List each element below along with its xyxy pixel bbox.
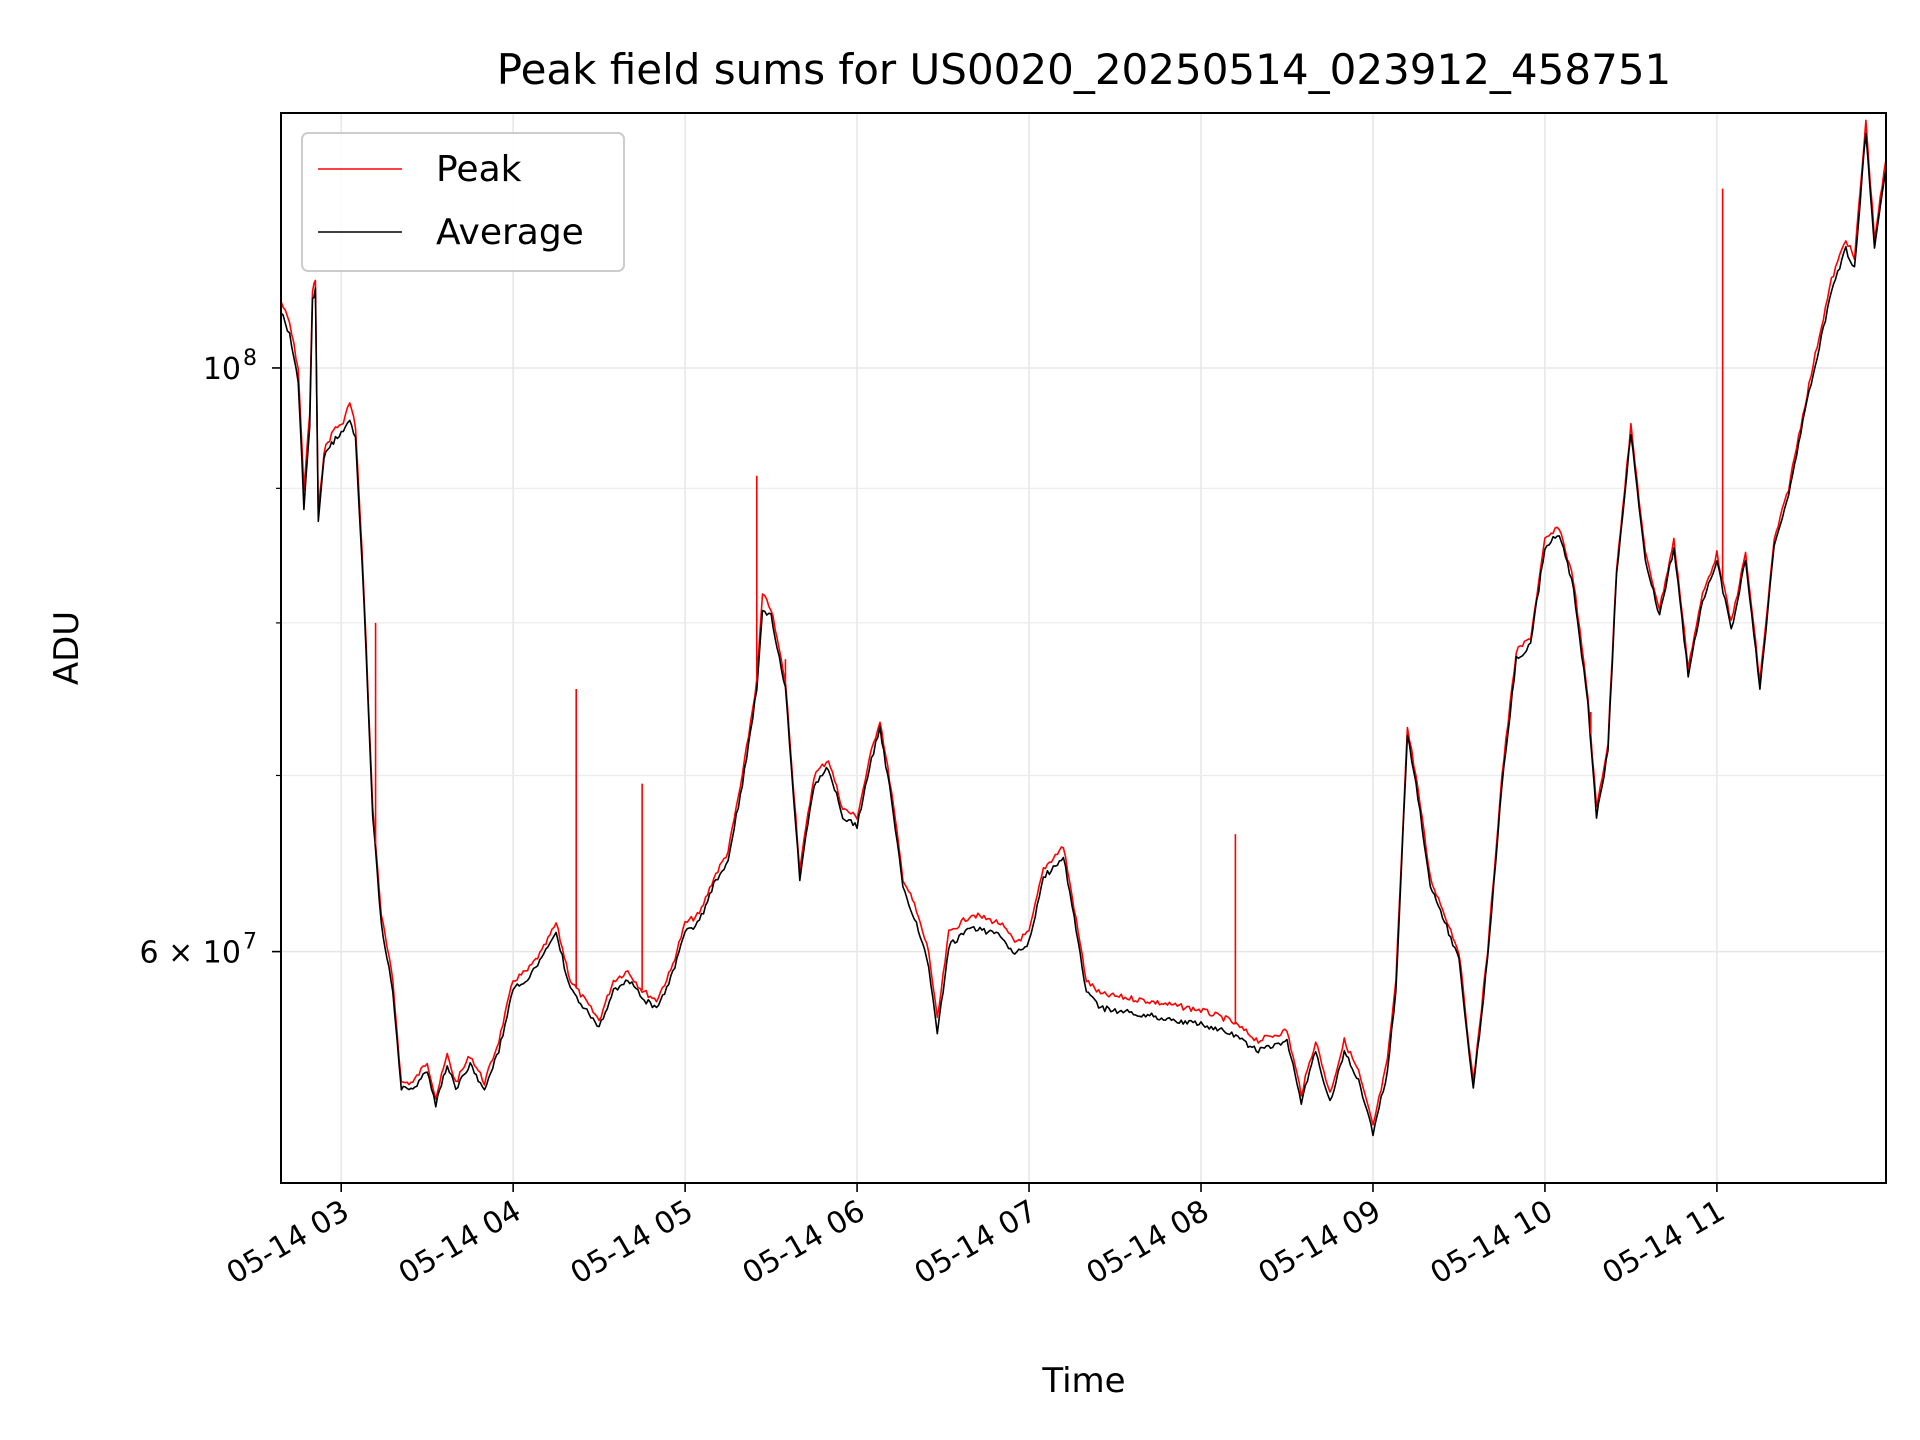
y-tick-exponent: 8 bbox=[243, 346, 257, 371]
y-tick-label: 10 bbox=[203, 352, 241, 387]
legend-label-average: Average bbox=[436, 212, 584, 253]
grid bbox=[281, 113, 1886, 1183]
plot-series bbox=[281, 119, 1886, 1137]
legend: Peak Average bbox=[301, 132, 625, 272]
plot-frame bbox=[280, 112, 1887, 1184]
y-tick-exponent: 7 bbox=[243, 930, 257, 955]
chart-title: Peak field sums for US0020_20250514_0239… bbox=[497, 45, 1672, 94]
legend-label-peak: Peak bbox=[436, 149, 522, 190]
y-axis-title: ADU bbox=[47, 611, 87, 685]
x-axis-title: Time bbox=[1041, 1361, 1125, 1401]
y-tick-label: 6 × 10 bbox=[140, 936, 241, 971]
series-line-average bbox=[281, 132, 1886, 1137]
peak-spikes bbox=[374, 188, 1724, 1025]
legend-box bbox=[301, 132, 625, 272]
